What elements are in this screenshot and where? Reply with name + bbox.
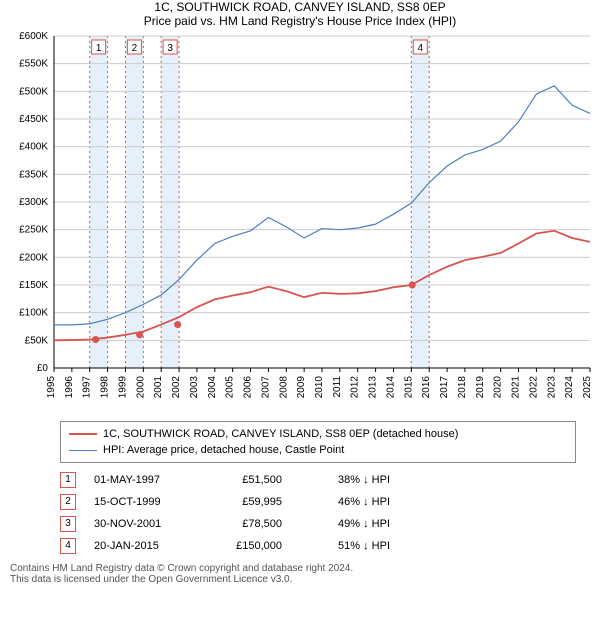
- event-price: £78,500: [212, 518, 282, 530]
- footer-attribution: Contains HM Land Registry data © Crown c…: [10, 563, 590, 585]
- title-address: 1C, SOUTHWICK ROAD, CANVEY ISLAND, SS8 0…: [0, 0, 600, 14]
- event-diff: 51% ↓ HPI: [300, 540, 390, 552]
- event-price: £51,500: [212, 474, 282, 486]
- footer-line2: This data is licensed under the Open Gov…: [10, 574, 590, 585]
- legend-swatch: [69, 433, 97, 435]
- event-date: 15-OCT-1999: [94, 496, 194, 508]
- svg-text:2009: 2009: [296, 376, 307, 399]
- svg-text:2018: 2018: [457, 376, 468, 399]
- svg-text:2: 2: [132, 43, 138, 54]
- svg-text:£400K: £400K: [19, 142, 48, 153]
- legend-label: HPI: Average price, detached house, Cast…: [103, 442, 344, 458]
- svg-text:2017: 2017: [439, 376, 450, 399]
- svg-text:1995: 1995: [46, 376, 57, 399]
- svg-text:£300K: £300K: [19, 197, 48, 208]
- svg-text:2001: 2001: [153, 376, 164, 399]
- event-marker: 3: [60, 516, 76, 532]
- event-price: £150,000: [212, 540, 282, 552]
- legend: 1C, SOUTHWICK ROAD, CANVEY ISLAND, SS8 0…: [60, 421, 576, 463]
- svg-text:2024: 2024: [564, 376, 575, 399]
- svg-text:2020: 2020: [493, 376, 504, 399]
- svg-text:£50K: £50K: [25, 335, 49, 346]
- svg-text:2025: 2025: [582, 376, 593, 399]
- svg-text:2023: 2023: [546, 376, 557, 399]
- svg-text:2010: 2010: [314, 376, 325, 399]
- svg-text:2004: 2004: [207, 376, 218, 399]
- event-row: 4 20-JAN-2015 £150,000 51% ↓ HPI: [60, 535, 576, 557]
- event-row: 3 30-NOV-2001 £78,500 49% ↓ HPI: [60, 513, 576, 535]
- event-marker: 4: [60, 538, 76, 554]
- event-date: 20-JAN-2015: [94, 540, 194, 552]
- svg-text:2000: 2000: [135, 376, 146, 399]
- svg-text:3: 3: [167, 43, 173, 54]
- legend-item: HPI: Average price, detached house, Cast…: [69, 442, 567, 458]
- svg-text:4: 4: [417, 43, 423, 54]
- svg-text:£600K: £600K: [19, 31, 48, 42]
- svg-text:£200K: £200K: [19, 252, 48, 263]
- svg-text:£150K: £150K: [19, 280, 48, 291]
- event-date: 30-NOV-2001: [94, 518, 194, 530]
- svg-text:2008: 2008: [278, 376, 289, 399]
- svg-text:2022: 2022: [528, 376, 539, 399]
- event-diff: 49% ↓ HPI: [300, 518, 390, 530]
- svg-text:1996: 1996: [64, 376, 75, 399]
- svg-text:£350K: £350K: [19, 169, 48, 180]
- svg-text:1997: 1997: [82, 376, 93, 399]
- event-marker: 1: [60, 472, 76, 488]
- svg-text:2005: 2005: [225, 376, 236, 399]
- svg-text:2013: 2013: [368, 376, 379, 399]
- legend-label: 1C, SOUTHWICK ROAD, CANVEY ISLAND, SS8 0…: [103, 426, 458, 442]
- svg-text:£100K: £100K: [19, 308, 48, 319]
- svg-text:2007: 2007: [260, 376, 271, 399]
- svg-text:2016: 2016: [421, 376, 432, 399]
- footer-line1: Contains HM Land Registry data © Crown c…: [10, 563, 590, 574]
- chart-svg: 1 2 3 4 £0 £50K £100K £150K £200K £250K £300K £350K…: [0, 28, 600, 408]
- svg-text:2002: 2002: [171, 376, 182, 399]
- svg-text:2012: 2012: [350, 376, 361, 399]
- price-chart: 1 2 3 4 £0 £50K £100K £150K £200K £250K £300K £350K…: [0, 28, 600, 413]
- svg-text:£450K: £450K: [19, 114, 48, 125]
- event-marker: 2: [60, 494, 76, 510]
- svg-text:2006: 2006: [243, 376, 254, 399]
- svg-text:1999: 1999: [117, 376, 128, 399]
- svg-text:£500K: £500K: [19, 86, 48, 97]
- svg-text:2019: 2019: [475, 376, 486, 399]
- svg-text:£550K: £550K: [19, 59, 48, 70]
- event-diff: 38% ↓ HPI: [300, 474, 390, 486]
- svg-text:2015: 2015: [403, 376, 414, 399]
- event-row: 1 01-MAY-1997 £51,500 38% ↓ HPI: [60, 469, 576, 491]
- event-price: £59,995: [212, 496, 282, 508]
- svg-text:2011: 2011: [332, 376, 343, 398]
- event-row: 2 15-OCT-1999 £59,995 46% ↓ HPI: [60, 491, 576, 513]
- events-table: 1 01-MAY-1997 £51,500 38% ↓ HPI 2 15-OCT-1999…: [60, 469, 576, 557]
- legend-swatch: [69, 450, 97, 451]
- svg-text:1: 1: [96, 43, 102, 54]
- svg-text:£250K: £250K: [19, 225, 48, 236]
- event-diff: 46% ↓ HPI: [300, 496, 390, 508]
- svg-text:£0: £0: [37, 363, 49, 374]
- svg-text:2021: 2021: [511, 376, 522, 399]
- legend-item: 1C, SOUTHWICK ROAD, CANVEY ISLAND, SS8 0…: [69, 426, 567, 442]
- svg-text:1998: 1998: [100, 376, 111, 399]
- event-date: 01-MAY-1997: [94, 474, 194, 486]
- svg-text:2003: 2003: [189, 376, 200, 399]
- title-subtitle: Price paid vs. HM Land Registry's House …: [0, 14, 600, 28]
- svg-text:2014: 2014: [385, 376, 396, 399]
